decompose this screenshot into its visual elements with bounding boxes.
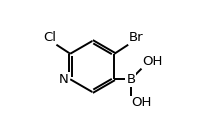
Text: OH: OH (141, 55, 162, 68)
Text: B: B (126, 73, 135, 86)
Text: Cl: Cl (43, 31, 56, 44)
Text: Br: Br (128, 31, 143, 44)
Text: OH: OH (131, 96, 151, 109)
Text: N: N (59, 73, 68, 86)
